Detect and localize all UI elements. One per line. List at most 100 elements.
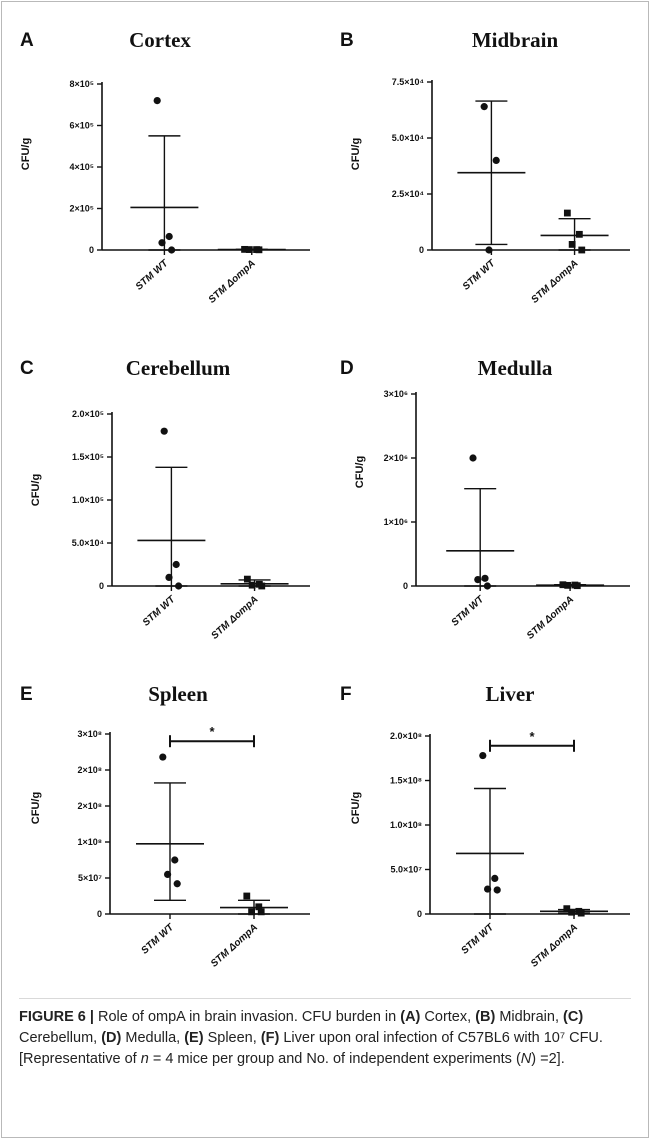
caption-segment: Medulla, — [121, 1030, 185, 1046]
chart-cortex: 0 2×10⁵ 4×10⁵ 6×10⁵ 8×10⁵ STM WT STM ΔompA — [70, 79, 310, 306]
panel-title: Liver — [485, 682, 535, 706]
data-point — [153, 97, 161, 105]
y-tick-label: 2×10⁸ — [77, 801, 102, 811]
y-tick-label: 7.5×10⁴ — [392, 77, 424, 87]
panel-title: Cerebellum — [125, 356, 231, 380]
data-point — [255, 246, 263, 254]
panel-letter: C — [20, 358, 34, 379]
data-point — [568, 908, 575, 916]
panel-liver: F Liver CFU/g 0 5.0×10⁷ 1.0×10⁸ 1.5×10⁸ 2.0×… — [330, 674, 648, 970]
y-tick-label: 0 — [97, 909, 102, 919]
caption-segment: n — [140, 1051, 149, 1067]
y-tick-label: 2.5×10⁴ — [392, 189, 424, 199]
data-point — [474, 576, 482, 584]
caption-segment: Spleen, — [203, 1030, 261, 1046]
data-point — [578, 246, 586, 254]
y-tick-label: 0 — [99, 581, 104, 591]
y-tick-label: 2×10⁶ — [384, 453, 408, 463]
data-point — [575, 230, 583, 238]
x-tick-label: STM ΔompA — [209, 922, 260, 970]
y-tick-label: 1.0×10⁵ — [72, 495, 104, 505]
caption-segment: = 4 mice per group and No. of independen… — [148, 1051, 521, 1067]
data-point — [492, 156, 500, 164]
chart-midbrain: 0 2.5×10⁴ 5.0×10⁴ 7.5×10⁴ STM WT STM ΔompA — [392, 77, 630, 306]
caption-text: Role of ompA in brain invasion. CFU burd… — [19, 1009, 603, 1067]
data-point — [168, 246, 176, 254]
data-point — [484, 885, 492, 893]
data-point — [245, 246, 253, 253]
x-tick-label: STM ΔompA — [209, 594, 260, 642]
panel-letter: E — [20, 684, 33, 705]
caption-segment: Role of ompA in brain invasion. CFU burd… — [93, 1009, 401, 1025]
significance-star: * — [529, 729, 535, 744]
caption-segment: (D) — [101, 1030, 122, 1046]
panel-letter: D — [340, 358, 354, 379]
y-tick-label: 1.0×10⁸ — [390, 820, 422, 830]
x-tick-label: STM WT — [134, 257, 171, 292]
x-tick-label: STM ΔompA — [529, 922, 580, 970]
chart-cerebellum: 0 5.0×10⁴ 1.0×10⁵ 1.5×10⁵ 2.0×10⁵ STM WT STM Δ… — [72, 409, 310, 642]
chart-liver: 0 5.0×10⁷ 1.0×10⁸ 1.5×10⁸ 2.0×10⁸ STM WT STM Δ… — [390, 729, 630, 970]
caption-segment: N — [520, 1051, 532, 1067]
data-point — [577, 909, 585, 917]
y-tick-label: 1×10⁸ — [77, 837, 102, 847]
data-point — [248, 908, 255, 916]
caption-segment: (A) — [400, 1009, 421, 1025]
chart-spleen: 0 5×10⁷ 1×10⁸ 2×10⁸ 2×10⁸ 3×10⁸ STM WT STM Δomp… — [77, 724, 310, 970]
caption-divider — [19, 998, 631, 999]
data-point — [255, 903, 263, 911]
caption-segment: ) =2]. — [531, 1051, 565, 1067]
data-point — [241, 245, 248, 253]
panel-cortex: A Cortex CFU/g 0 2×10⁵ 4×10⁵ 6×10⁵ 8×10⁵ STM … — [10, 20, 328, 306]
panel-letter: B — [340, 30, 354, 51]
panel-title: Midbrain — [471, 28, 559, 52]
data-point — [165, 232, 173, 241]
data-point — [258, 582, 266, 590]
panel-medulla: D Medulla CFU/g 0 1×10⁶ 2×10⁶ 3×10⁶ STM WT ST… — [330, 348, 648, 642]
y-tick-label: 5.0×10⁴ — [392, 133, 424, 143]
data-point — [563, 905, 571, 913]
caption-segment: Cerebellum, — [19, 1030, 102, 1046]
y-tick-label: 0 — [417, 909, 422, 919]
data-point — [171, 856, 179, 864]
data-point — [257, 908, 265, 916]
y-tick-label: 5×10⁷ — [78, 873, 102, 883]
y-tick-label: 5.0×10⁷ — [391, 865, 423, 875]
figure-label: FIGURE 6 | — [19, 1009, 94, 1025]
x-tick-label: STM WT — [450, 593, 487, 628]
data-point — [563, 209, 571, 217]
data-point — [481, 574, 489, 582]
y-tick-label: 2×10⁵ — [70, 204, 95, 214]
x-tick-label: STM ΔompA — [525, 594, 576, 642]
data-point — [559, 581, 567, 589]
panel-title: Medulla — [477, 356, 553, 380]
panel-cerebellum: C Cerebellum CFU/g 0 5.0×10⁴ 1.0×10⁵ 1.5×10… — [10, 348, 328, 642]
caption-segment: Midbrain, — [495, 1009, 564, 1025]
caption-segment: (C) — [563, 1009, 584, 1025]
data-point — [485, 246, 493, 254]
panel-spleen: E Spleen CFU/g 0 5×10⁷ 1×10⁸ 2×10⁸ 2×10⁸ 3×10… — [10, 674, 328, 970]
caption-segment: (B) — [475, 1009, 496, 1025]
data-point — [568, 241, 576, 248]
data-point — [160, 427, 168, 435]
y-tick-label: 2.0×10⁸ — [390, 731, 422, 741]
y-tick-label: 3×10⁶ — [384, 389, 408, 399]
data-point — [175, 582, 183, 590]
x-tick-label: STM ΔompA — [207, 258, 258, 306]
panel-title: Spleen — [148, 682, 208, 706]
data-point — [243, 892, 251, 900]
y-tick-label: 5.0×10⁴ — [72, 538, 104, 548]
data-point — [164, 870, 172, 878]
data-point — [158, 239, 166, 247]
data-point — [159, 753, 167, 761]
y-tick-label: 4×10⁵ — [70, 162, 95, 172]
caption-segment: Cortex, — [420, 1009, 476, 1025]
x-tick-label: STM WT — [459, 921, 496, 956]
data-point — [479, 751, 487, 760]
chart-medulla: 0 1×10⁶ 2×10⁶ 3×10⁶ STM WT STM ΔompA — [384, 389, 630, 642]
x-tick-label: STM ΔompA — [529, 258, 580, 306]
y-tick-label: 2.0×10⁵ — [72, 409, 104, 419]
significance-star: * — [209, 724, 215, 739]
y-tick-label: 1.5×10⁸ — [390, 776, 422, 786]
y-tick-label: 2×10⁸ — [77, 765, 102, 775]
